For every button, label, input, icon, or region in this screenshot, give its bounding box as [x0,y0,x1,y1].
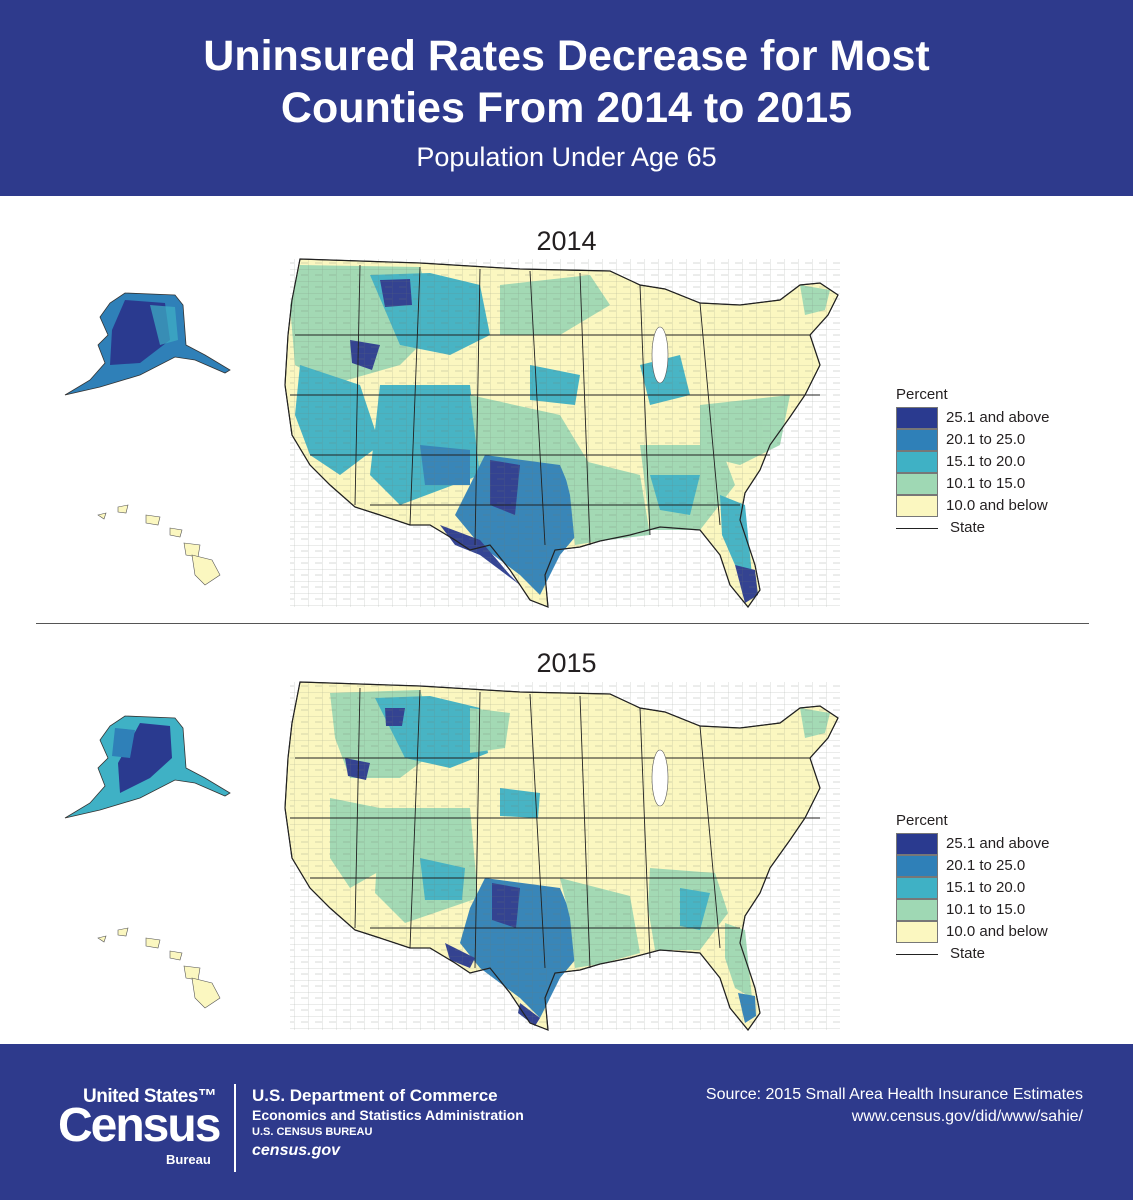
legend-state-item: State [896,517,1096,539]
legend-label: 15.1 to 20.0 [946,453,1026,470]
legend-item: 25.1 and above [896,833,1096,855]
legend-label: 20.1 to 25.0 [946,857,1026,874]
legend-item: 15.1 to 20.0 [896,877,1096,899]
legend-state-item: State [896,943,1096,965]
logo-united-states: United States™ [83,1086,217,1107]
header-banner: Uninsured Rates Decrease for Most Counti… [0,0,1133,196]
legend-label: 10.1 to 15.0 [946,475,1026,492]
source-block: Source: 2015 Small Area Health Insurance… [706,1084,1083,1128]
legend-item: 15.1 to 20.0 [896,451,1096,473]
legend-item: 20.1 to 25.0 [896,855,1096,877]
legend-label: 20.1 to 25.0 [946,431,1026,448]
legend-label: 25.1 and above [946,835,1050,852]
legend-state-label: State [950,519,986,536]
lake-michigan [651,749,669,807]
census-bureau-logo: United States™ Census Bureau [58,1086,221,1167]
legend-item: 25.1 and above [896,407,1096,429]
section-divider [36,623,1089,624]
legend-item: 10.0 and below [896,495,1096,517]
legend-item: 20.1 to 25.0 [896,429,1096,451]
legend-swatch [896,429,938,451]
logo-census: Census [58,1099,221,1152]
state-boundaries-2015 [290,687,820,969]
dept-census-bureau: U.S. CENSUS BUREAU [252,1126,373,1138]
logo-bureau: Bureau [166,1152,211,1167]
state-boundaries-2014 [290,264,820,546]
legend-label: 10.0 and below [946,923,1048,940]
dept-esa: Economics and Statistics Administration [252,1107,524,1123]
legend-swatch [896,855,938,877]
legend-label: 10.1 to 15.0 [946,901,1026,918]
legend-2015: Percent 25.1 and above 20.1 to 25.0 15.1… [896,811,1096,965]
legend-swatch [896,921,938,943]
legend-swatch [896,451,938,473]
year-label-2014: 2014 [536,226,597,256]
legend-title: Percent [896,386,948,403]
department-block: U.S. Department of Commerce Economics an… [252,1086,524,1162]
state-line-swatch [896,527,938,529]
legend-swatch [896,407,938,429]
legend-item: 10.0 and below [896,921,1096,943]
census-gov-link[interactable]: census.gov [252,1142,341,1159]
legend-2014: Percent 25.1 and above 20.1 to 25.0 15.1… [896,385,1096,539]
dept-commerce: U.S. Department of Commerce [252,1086,498,1105]
source-text: Source: 2015 Small Area Health Insurance… [705,1086,1083,1103]
source-url[interactable]: www.census.gov/did/www/sahie/ [851,1108,1083,1125]
legend-swatch [896,473,938,495]
legend-label: 25.1 and above [946,409,1050,426]
title-line-1: Uninsured Rates Decrease for Most [203,32,930,80]
legend-swatch [896,877,938,899]
legend-swatch [896,899,938,921]
hawaii-shape [97,927,221,1009]
subtitle: Population Under Age 65 [416,142,717,172]
legend-swatch [896,833,938,855]
lake-michigan [651,326,669,384]
legend-label: 10.0 and below [946,497,1048,514]
logo-divider [234,1084,236,1172]
legend-state-label: State [950,945,986,962]
hawaii-shape [97,504,221,586]
title-line-2: Counties From 2014 to 2015 [280,84,853,132]
legend-item: 10.1 to 15.0 [896,473,1096,495]
main-title: Uninsured Rates Decrease for Most Counti… [0,30,1133,134]
state-line-swatch [896,953,938,955]
footer-banner: United States™ Census Bureau U.S. Depart… [0,1044,1133,1200]
legend-item: 10.1 to 15.0 [896,899,1096,921]
legend-swatch [896,495,938,517]
year-label-2015: 2015 [536,648,597,678]
legend-title: Percent [896,812,948,829]
legend-label: 15.1 to 20.0 [946,879,1026,896]
